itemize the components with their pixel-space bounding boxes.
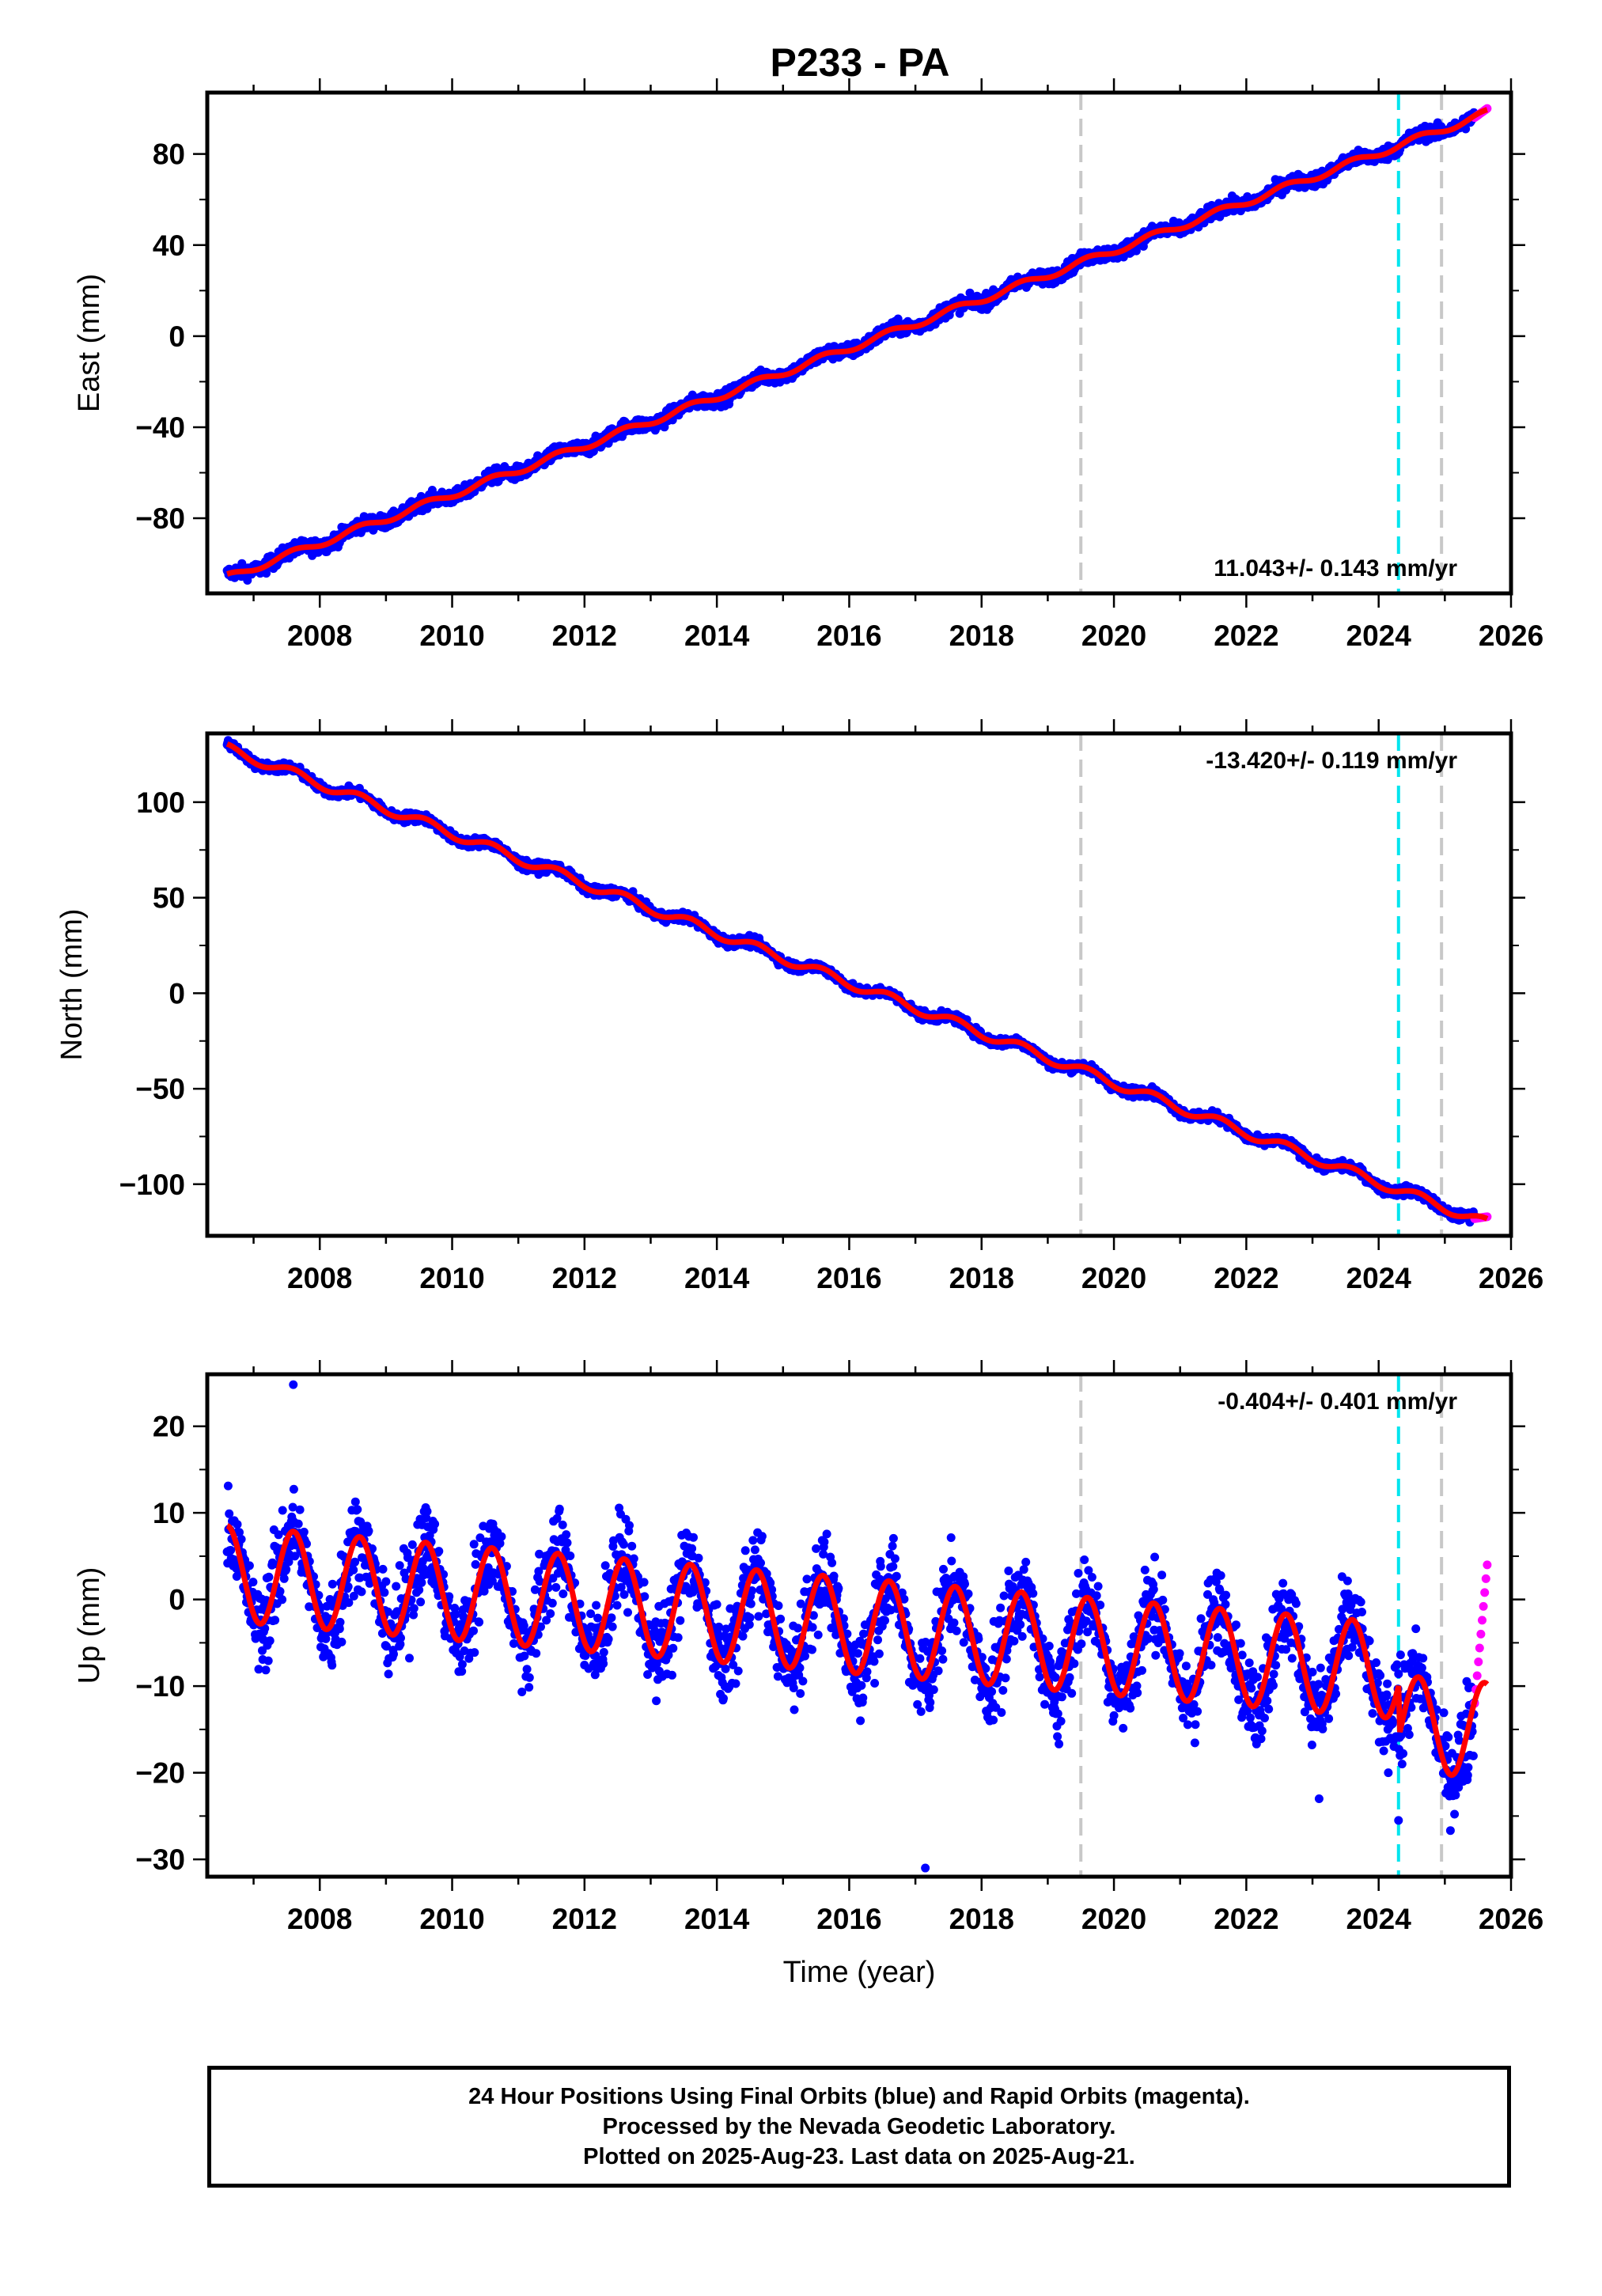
east-frame — [205, 90, 1513, 596]
east-x-tick-label: 2022 — [1214, 619, 1278, 652]
east-x-tick-label: 2018 — [949, 619, 1014, 652]
up-data-point — [225, 1509, 234, 1518]
north-y-tick-label: 100 — [136, 786, 185, 819]
east-x-tick-label: 2010 — [419, 619, 484, 652]
east-y-tick-label: 40 — [153, 229, 185, 262]
east-y-tick-label: 80 — [153, 138, 185, 171]
east-rate-label: 11.043+/- 0.143 mm/yr — [1214, 555, 1457, 582]
east-data-point — [1131, 246, 1141, 256]
north-x-tick-label: 2020 — [1081, 1262, 1146, 1294]
north-model-fit-line — [225, 741, 1489, 1222]
north-x-tick-label: 2014 — [684, 1262, 750, 1294]
north-x-tick-label: 2016 — [816, 1262, 881, 1294]
east-x-tick-label: 2016 — [816, 619, 881, 652]
east-data-point — [1461, 124, 1471, 134]
north-final-orbit-points — [222, 736, 1479, 1227]
north-y-tick-label: 50 — [153, 882, 185, 915]
east-x-tick-label: 2020 — [1081, 619, 1146, 652]
east-x-tick-label: 2024 — [1346, 619, 1412, 652]
panel-east: 2008 2010 2012 2014 2016 2018 2020 2022 2024 2026… — [73, 78, 1543, 652]
up-plot-area — [222, 1374, 1492, 1877]
up-data-point — [226, 1546, 236, 1555]
east-x-tick-label: 2014 — [684, 619, 750, 652]
chart-title: P233 - PA — [771, 40, 950, 85]
up-data-point — [223, 1481, 233, 1491]
north-x-tick-label: 2008 — [287, 1262, 352, 1294]
panel-up: 2008 2010 2012 2014 2016 2018 2020 2022 2024 2026… — [73, 1360, 1543, 1989]
east-x-tick-label: 2008 — [287, 619, 352, 652]
north-x-tick-label: 2024 — [1346, 1262, 1412, 1294]
north-y-tick-label: −50 — [135, 1073, 185, 1105]
east-plot-area — [222, 93, 1492, 593]
panels: 2008 2010 2012 2014 2016 2018 2020 2022 2024 2026… — [55, 78, 1543, 1989]
north-y-axis-label: North (mm) — [55, 908, 89, 1060]
north-frame — [205, 731, 1513, 1238]
north-rate-label: -13.420+/- 0.119 mm/yr — [1206, 748, 1457, 774]
east-y-tick-label: −80 — [135, 502, 185, 535]
east-y-tick-label: 0 — [169, 320, 185, 353]
east-x-tick-label: 2012 — [552, 619, 617, 652]
east-data-point — [243, 576, 252, 585]
east-y-axis-label: East (mm) — [73, 274, 106, 412]
north-x-tick-label: 2018 — [949, 1262, 1014, 1294]
north-x-tick-label: 2010 — [419, 1262, 484, 1294]
north-x-tick-label: 2012 — [552, 1262, 617, 1294]
east-x-tick-label: 2026 — [1479, 619, 1543, 652]
east-model-fit-line — [226, 107, 1488, 577]
north-y-tick-label: −100 — [119, 1169, 185, 1201]
north-plot-area — [222, 733, 1492, 1236]
panel-north: 2008 2010 2012 2014 2016 2018 2020 2022 2024 2026… — [55, 719, 1543, 1294]
north-x-tick-label: 2022 — [1214, 1262, 1278, 1294]
up-final-orbit-points — [222, 1380, 1479, 1873]
north-y-tick-label: 0 — [169, 977, 185, 1010]
east-y-tick-label: −40 — [135, 411, 185, 444]
north-x-tick-label: 2026 — [1479, 1262, 1543, 1294]
